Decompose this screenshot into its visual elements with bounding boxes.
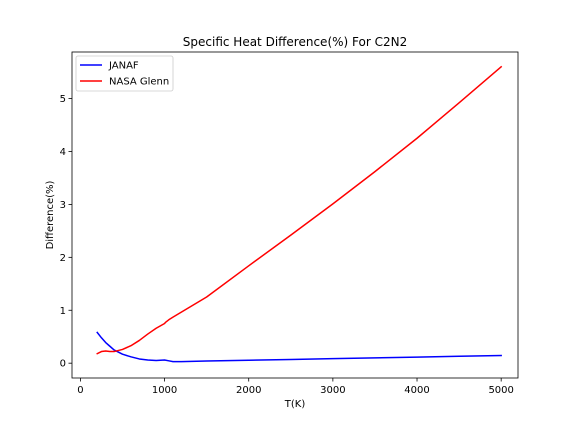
x-tick-label: 4000 (404, 385, 429, 396)
x-tick-label: 3000 (320, 385, 345, 396)
y-tick-label: 5 (60, 94, 66, 105)
x-tick-label: 0 (77, 385, 83, 396)
y-tick-label: 0 (60, 359, 66, 370)
y-tick-label: 2 (60, 253, 66, 264)
plot-area (72, 52, 518, 378)
series-line-nasa-glenn (96, 65, 503, 355)
x-tick-label: 2000 (236, 385, 261, 396)
legend-label-nasa-glenn: NASA Glenn (109, 77, 169, 88)
series-line-janaf (96, 331, 502, 363)
x-tick-label: 1000 (152, 385, 177, 396)
plot-frame (71, 51, 519, 379)
x-axis-label: T(K) (284, 399, 306, 410)
y-tick-label: 3 (60, 200, 66, 211)
axis-ticks: 0 1000 2000 3000 4000 5000 0 1 2 3 4 5 (60, 94, 514, 396)
legend-label-janaf: JANAF (108, 61, 139, 72)
series-lines (96, 65, 503, 363)
x-tick-label: 5000 (488, 385, 513, 396)
chart-title: Specific Heat Difference(%) For C2N2 (183, 35, 407, 49)
legend: JANAF NASA Glenn (75, 55, 174, 92)
y-tick-label: 1 (60, 306, 66, 317)
y-tick-label: 4 (60, 147, 66, 158)
y-axis-label: Difference(%) (45, 180, 56, 249)
